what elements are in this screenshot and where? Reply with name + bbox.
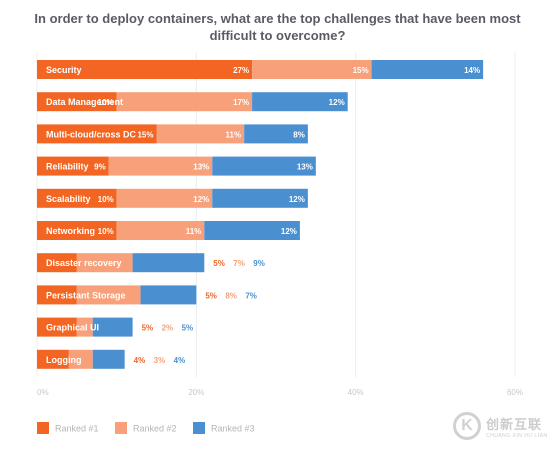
bar-segment <box>37 285 77 305</box>
x-tick-label: 20% <box>188 388 204 397</box>
bar-segment <box>76 253 133 273</box>
category-label: Disaster recovery <box>46 258 122 268</box>
data-label: 12% <box>193 195 209 204</box>
data-label: 10% <box>98 98 114 107</box>
data-label: 9% <box>94 163 106 172</box>
data-label: 14% <box>464 66 480 75</box>
watermark-logo: K 创新互联 CHUANG XIN HU LIAN <box>453 407 551 445</box>
watermark-text: 创新互联 CHUANG XIN HU LIAN <box>486 414 548 439</box>
bar-segment <box>37 317 77 337</box>
data-label: 2% <box>162 324 174 333</box>
legend-label: Ranked #3 <box>211 424 255 434</box>
bar-segment <box>37 253 77 273</box>
category-label: Logging <box>46 355 82 365</box>
bar-segment <box>76 285 141 305</box>
data-label: 10% <box>98 227 114 236</box>
data-label: 8% <box>225 291 237 300</box>
bar-segment <box>37 92 117 112</box>
bar-segment <box>212 156 316 176</box>
data-label: 5% <box>205 291 217 300</box>
category-label: Data Management <box>46 97 123 107</box>
bar-segment <box>37 124 157 144</box>
data-label: 12% <box>329 98 345 107</box>
data-label: 12% <box>281 227 297 236</box>
bar-segment <box>204 221 300 240</box>
bar-segment <box>92 349 125 369</box>
data-label: 8% <box>293 130 305 139</box>
data-label: 13% <box>193 163 209 172</box>
data-label: 5% <box>182 324 194 333</box>
bar-segment <box>116 92 253 112</box>
legend-swatch <box>115 422 127 434</box>
category-label: Graphical UI <box>46 323 99 333</box>
bar-segment <box>212 188 308 208</box>
x-tick-label: 60% <box>507 388 523 397</box>
data-label: 17% <box>233 98 249 107</box>
bar-segment <box>92 317 133 337</box>
bar-segment <box>116 188 213 208</box>
watermark-en: CHUANG XIN HU LIAN <box>486 432 548 439</box>
data-label: 9% <box>253 259 265 268</box>
bar-segment <box>371 60 484 79</box>
data-label: 15% <box>353 66 369 75</box>
data-label: 27% <box>233 66 249 75</box>
bar-segment <box>76 317 93 337</box>
category-label: Multi-cloud/cross DC <box>46 129 137 139</box>
bar-segment <box>116 221 205 240</box>
bar-segment <box>37 188 117 208</box>
x-tick-label: 40% <box>348 388 364 397</box>
bar-segment <box>252 60 372 79</box>
bar-segment <box>140 285 197 305</box>
data-label: 4% <box>134 356 146 365</box>
data-label: 3% <box>154 356 166 365</box>
legend-swatch <box>37 422 49 434</box>
bar-segment <box>68 349 93 369</box>
bar-segment <box>108 156 213 176</box>
watermark-cn: 创新互联 <box>486 416 543 432</box>
bar-segment <box>37 60 253 79</box>
bar-segment <box>37 349 69 369</box>
bar-segment <box>37 221 117 240</box>
data-label: 12% <box>289 195 305 204</box>
category-label: Security <box>46 65 82 75</box>
chart-title: In order to deploy containers, what are … <box>34 11 521 43</box>
legend-swatch <box>193 422 205 434</box>
category-label: Scalability <box>46 194 91 204</box>
x-tick-label: 0% <box>37 388 49 397</box>
legend-label: Ranked #2 <box>133 424 177 434</box>
data-label: 5% <box>213 259 225 268</box>
data-label: 11% <box>186 227 202 236</box>
data-label: 4% <box>174 356 186 365</box>
category-label: Reliability <box>46 162 89 172</box>
data-label: 7% <box>233 259 245 268</box>
data-label: 15% <box>137 130 153 139</box>
data-label: 5% <box>142 324 154 333</box>
data-label: 13% <box>297 163 313 172</box>
bar-segment <box>244 124 308 144</box>
data-label: 11% <box>226 130 242 139</box>
category-label: Persistant Storage <box>46 290 126 300</box>
bar-segment <box>156 124 245 144</box>
watermark-mark-icon: K <box>453 412 481 440</box>
data-label: 7% <box>245 291 257 300</box>
category-label: Networking <box>46 226 95 236</box>
bar-segment <box>37 156 109 176</box>
bar-segment <box>132 253 205 273</box>
data-label: 10% <box>98 195 114 204</box>
bar-segment <box>252 92 348 112</box>
legend-label: Ranked #1 <box>55 424 99 434</box>
